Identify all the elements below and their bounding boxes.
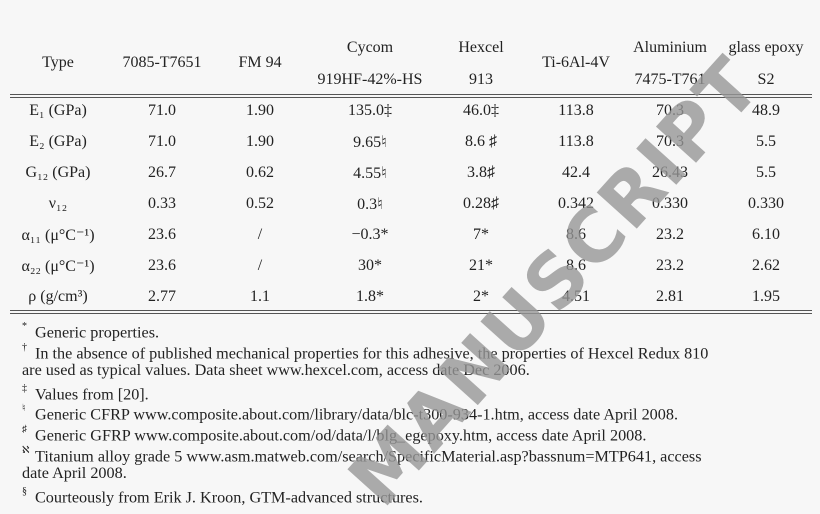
table-bottom-rule-2: [10, 313, 812, 314]
table-cell: 26.7: [148, 164, 176, 181]
table-cell: 4.51: [562, 288, 590, 305]
footnote: ℵ Titanium alloy grade 5 www.asm.matweb.c…: [22, 443, 820, 467]
footnote: * Generic properties.: [22, 319, 820, 343]
footnote: ♮ Generic CFRP www.composite.about.com/li…: [22, 401, 820, 425]
footnote-text: Generic CFRP www.composite.about.com/lib…: [35, 405, 679, 424]
footnote-text: Generic properties.: [35, 323, 160, 342]
column-header-subtitle: S2: [757, 71, 775, 88]
footnote: ‡ Values from [20].: [22, 381, 820, 405]
table-cell: 8.6 ♯: [465, 133, 497, 150]
table-cell: /: [257, 226, 263, 243]
row-label: ρ (g/cm³): [28, 288, 88, 305]
table-cell: 26.43: [652, 164, 688, 181]
table-cell: 6.10: [752, 226, 780, 243]
table-cell: 42.4: [562, 164, 590, 181]
footnote: date April 2008.: [22, 463, 820, 484]
footnote-mark: ℵ: [22, 444, 30, 456]
table-cell: 113.8: [558, 102, 594, 119]
footnote-text: are used as typical values. Data sheet w…: [22, 361, 530, 380]
table-cell: 0.28♯: [463, 195, 499, 212]
row-label: α₁₁ (μ°C⁻¹): [21, 227, 95, 244]
footnote-mark: ♯: [22, 424, 27, 435]
table-cell: 48.9: [752, 102, 780, 119]
column-header: 7085-T7651: [122, 54, 202, 71]
footnote-text: Values from [20].: [35, 385, 149, 404]
table-cell: 113.8: [558, 133, 594, 150]
footnote: † In the absence of published mechanical …: [22, 340, 820, 364]
header-rule-top: [10, 94, 812, 95]
footnote-mark: *: [22, 321, 27, 332]
table-cell: 0.330: [748, 195, 784, 212]
column-header: Type: [42, 54, 74, 71]
table-cell: 0.3♮: [357, 196, 383, 213]
table-cell: 1.8*: [356, 288, 384, 305]
table-cell: 23.2: [656, 257, 684, 274]
table-cell: 3.8♯: [467, 164, 495, 181]
table-cell: 2.81: [656, 288, 684, 305]
row-label: ν₁₂: [48, 195, 68, 212]
table-cell: 135.0‡: [348, 102, 392, 119]
table-cell: 0.330: [652, 195, 688, 212]
footnote: are used as typical values. Data sheet w…: [22, 360, 820, 381]
row-label: E₁ (GPa): [29, 102, 87, 119]
table-cell: 70.3: [656, 102, 684, 119]
footnote: § Courteously from Erik J. Kroon, GTM-adv…: [22, 484, 820, 508]
table-cell: 5.5: [756, 133, 776, 150]
footnote-mark: ♮: [22, 403, 26, 415]
table-cell: 1.90: [246, 102, 274, 119]
footnote: ♯ Generic GFRP www.composite.about.com/od…: [22, 422, 820, 446]
column-header: Ti-6Al-4V: [542, 54, 610, 71]
column-header-subtitle: 913: [469, 71, 493, 88]
table-cell: 8.6: [566, 226, 586, 243]
table-cell: 1.90: [246, 133, 274, 150]
table-cell: 1.95: [752, 288, 780, 305]
table-cell: 23.6: [148, 257, 176, 274]
row-label: E₂ (GPa): [29, 133, 87, 150]
table-cell: 0.52: [246, 195, 274, 212]
column-header: Aluminium: [633, 39, 707, 56]
table-cell: 1.1: [250, 288, 270, 305]
row-label: G₁₂ (GPa): [25, 164, 91, 181]
column-header: glass epoxy: [728, 39, 804, 56]
table-cell: 23.6: [148, 226, 176, 243]
column-header-subtitle: 7475-T761: [634, 71, 706, 88]
column-header: Cycom: [346, 39, 394, 56]
footnote-text: date April 2008.: [22, 464, 127, 483]
table-cell: 0.342: [558, 195, 594, 212]
footnote-text: Titanium alloy grade 5 www.asm.matweb.co…: [35, 446, 702, 465]
table-cell: 71.0: [148, 102, 176, 119]
footnote-text: Generic GFRP www.composite.about.com/od/…: [35, 426, 647, 445]
footnote-mark: †: [22, 341, 27, 353]
table-cell: 46.0‡: [463, 102, 499, 119]
table-cell: 2*: [473, 288, 489, 305]
table-cell: 2.62: [752, 257, 780, 274]
footnote-mark: §: [22, 485, 27, 497]
table-cell: 4.55♮: [353, 165, 387, 182]
table-cell: 21*: [469, 257, 493, 274]
table-cell: 71.0: [148, 133, 176, 150]
table-cell: /: [257, 257, 263, 274]
table-cell: 5.5: [756, 164, 776, 181]
table-cell: 7*: [473, 226, 489, 243]
table-cell: 23.2: [656, 226, 684, 243]
table-cell: 9.65♮: [353, 134, 387, 151]
footnote-mark: ‡: [22, 382, 27, 394]
column-header-subtitle: 919HF-42%-HS: [317, 71, 423, 88]
footnote-text: In the absence of published mechanical p…: [35, 343, 709, 362]
row-label: α₂₂ (μ°C⁻¹): [21, 258, 95, 275]
table-bottom-rule-1: [10, 310, 812, 311]
column-header: Hexcel: [458, 39, 504, 56]
table-cell: 0.62: [246, 164, 274, 181]
table-cell: 8.6: [566, 257, 586, 274]
footnote-text: Courteously from Erik J. Kroon, GTM-adva…: [35, 488, 423, 507]
table-cell: 30*: [358, 257, 382, 274]
table-cell: −0.3*: [351, 226, 389, 243]
table-cell: 70.3: [656, 133, 684, 150]
column-header: FM 94: [238, 54, 282, 71]
table-cell: 0.33: [148, 195, 176, 212]
header-rule-bottom: [10, 97, 812, 98]
table-cell: 2.77: [148, 288, 176, 305]
